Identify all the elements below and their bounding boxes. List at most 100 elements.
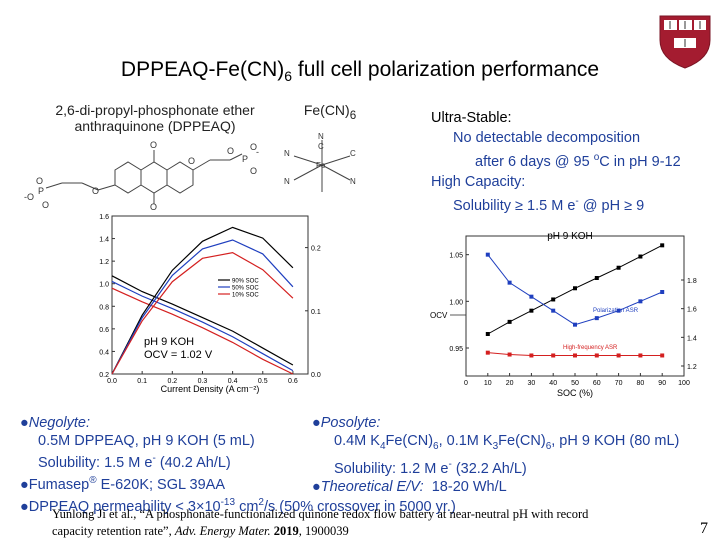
high-capacity-line: Solubility ≥ 1.5 M e- @ pH ≥ 9 <box>453 195 645 214</box>
left-ytick-label: 1.2 <box>99 259 109 266</box>
right-xtick-label: 60 <box>593 380 601 387</box>
page-number: 7 <box>700 520 708 537</box>
ultra-stable-line1: No detectable decomposition <box>453 130 641 146</box>
features-panel: Ultra-Stable: No detectable decompositio… <box>431 108 716 216</box>
data-point <box>594 353 599 358</box>
data-point <box>551 308 556 313</box>
left-ytick-label: 1.0 <box>99 282 109 289</box>
legend-90: 90% SOC <box>232 279 259 285</box>
posolyte-block: ●Posolyte: 0.4M K4Fe(CN)6, 0.1M K3Fe(CN)… <box>312 414 718 496</box>
data-point <box>638 254 643 259</box>
left-ytick-label: 0.6 <box>99 327 109 334</box>
power-curve <box>111 252 294 375</box>
dppeaq-label: 2,6-di-propyl-phosphonate ether anthraqu… <box>55 102 255 134</box>
data-point <box>529 308 534 313</box>
fumasep-line: ●Fumasep® E-620K; SGL 39AA <box>20 474 226 493</box>
left-ytick-label: 0.8 <box>99 304 109 311</box>
negolyte-block: ●Negolyte: 0.5M DPPEAQ, pH 9 KOH (5 mL) … <box>20 414 456 515</box>
right-ytick-label: 1.00 <box>449 299 463 306</box>
plot-frame <box>111 215 309 375</box>
data-point <box>594 276 599 280</box>
data-point <box>485 252 490 257</box>
slide-title: DPPEAQ-Fe(CN)6 full cell polarization pe… <box>120 58 600 85</box>
left-right-ytick-label: 0.2 <box>311 246 321 253</box>
data-point <box>507 352 512 357</box>
ultra-stable-line2: after 6 days @ 95 oC in pH 9-12 <box>475 152 681 170</box>
right-right-ytick-label: 1.6 <box>687 307 697 314</box>
left-xtick-label: 0.1 <box>137 378 147 385</box>
svg-text:O: O <box>227 146 234 156</box>
data-point <box>529 353 534 358</box>
svg-text:N: N <box>284 149 290 158</box>
left-xtick-label: 0.2 <box>167 378 177 385</box>
svg-text:N: N <box>350 177 356 186</box>
data-point <box>485 350 490 355</box>
right-chart-xlabel: SOC (%) <box>557 388 593 398</box>
data-point <box>507 319 512 324</box>
data-point <box>573 322 577 327</box>
right-ytick-label: 1.05 <box>449 253 463 260</box>
svg-text:P: P <box>242 154 248 164</box>
ocv-label: OCV <box>430 311 448 320</box>
left-ytick-label: 0.4 <box>99 349 109 356</box>
asr-chart: 0.95 1.00 1.05 0 10 20 30 40 50 60 70 80 90 100 1.8 1… <box>430 231 697 398</box>
data-point <box>638 353 643 358</box>
svg-text:O: O <box>250 142 257 152</box>
left-xtick-label: 0.6 <box>288 378 298 385</box>
right-xtick-label: 90 <box>658 380 666 387</box>
left-right-ytick-label: 0.1 <box>311 309 321 316</box>
left-xtick-label: 0.5 <box>258 378 268 385</box>
negolyte-line2: Solubility: 1.5 M e- (40.2 Ah/L) <box>38 453 231 471</box>
svg-text:P: P <box>38 186 44 196</box>
legend-10: 10% SOC <box>232 293 259 299</box>
data-point <box>507 280 512 285</box>
data-point <box>551 353 556 358</box>
right-xtick-label: 20 <box>506 380 514 387</box>
svg-text:Fe: Fe <box>316 161 326 170</box>
right-ytick-label: 0.95 <box>449 346 463 353</box>
right-xtick-label: 40 <box>549 380 557 387</box>
svg-text:C: C <box>350 149 356 158</box>
theoretical-line: ●Theoretical E/V: 18-20 Wh/L <box>312 478 507 495</box>
left-xtick-label: 0.3 <box>198 378 208 385</box>
voltage-curve <box>111 275 294 366</box>
power-curve <box>111 239 294 375</box>
svg-text:N: N <box>318 132 324 141</box>
svg-text:-: - <box>256 147 259 157</box>
right-xtick-label: 50 <box>571 380 579 387</box>
data-point <box>616 265 621 270</box>
negolyte-line1: 0.5M DPPEAQ, pH 9 KOH (5 mL) <box>38 433 255 449</box>
posolyte-line1: 0.4M K4Fe(CN)6, 0.1M K3Fe(CN)6, pH 9 KOH… <box>334 433 680 452</box>
svg-text:-O: -O <box>24 192 34 202</box>
ferrocyanide-label: Fe(CN)6 <box>303 102 357 122</box>
left-xtick-label: 0.4 <box>228 378 238 385</box>
right-xtick-label: 30 <box>528 380 536 387</box>
hf-asr-label: High-frequency ASR <box>563 345 618 351</box>
svg-text:C: C <box>318 142 324 151</box>
data-point <box>573 353 577 358</box>
svg-text:O: O <box>150 202 157 210</box>
data-point <box>529 294 534 299</box>
right-right-ytick-label: 1.2 <box>687 364 697 371</box>
svg-text:O: O <box>250 166 257 176</box>
data-point <box>616 353 621 358</box>
inset-ph-label: pH 9 KOH OCV = 1.02 V <box>144 336 213 361</box>
right-right-ytick-label: 1.4 <box>687 335 697 342</box>
left-ytick-label: 1.4 <box>99 237 109 244</box>
left-xtick-label: 0.0 <box>107 378 117 385</box>
voltage-curve <box>111 287 294 375</box>
permeability-line: ●DPPEAQ permeability < 3×10-13 cm2/s (50… <box>20 496 456 515</box>
dppeaq-structure: O O O O P O - O O O P -O O <box>24 140 259 210</box>
ultra-stable-heading: Ultra-Stable: <box>431 110 512 126</box>
right-xtick-label: 10 <box>484 380 492 387</box>
svg-text:O: O <box>150 140 157 150</box>
voltage-curve <box>111 280 294 372</box>
svg-text:N: N <box>284 177 290 186</box>
right-chart-top-label: pH 9 KOH <box>547 231 593 242</box>
polarization-chart: 0.2 0.4 0.6 0.8 1.0 1.2 1.4 1.6 0.0 0.1 0.2 0.3 0.4… <box>99 214 321 394</box>
data-point <box>594 316 599 321</box>
reference-citation: Yunlong Ji et al., “A phosphonate-functi… <box>52 507 589 538</box>
right-xtick-label: 0 <box>464 380 468 387</box>
ferrocyanide-structure: N C N C Fe N N <box>284 132 356 192</box>
data-point <box>660 353 665 358</box>
